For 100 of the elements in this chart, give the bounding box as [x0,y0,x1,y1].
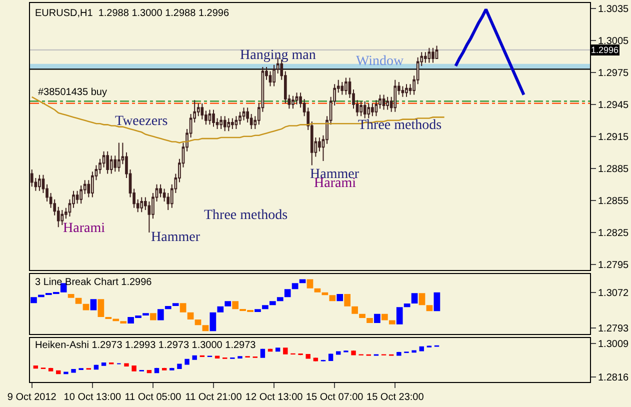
line-series [454,8,526,96]
candlestick [344,77,348,96]
candlestick [177,363,182,370]
bar [388,320,396,324]
candlestick [227,118,230,132]
candlestick [363,100,366,119]
candlestick [192,354,197,360]
annotation: Hanging man [240,48,316,63]
y-tick-label: 1.2855 [598,196,630,207]
bar [75,298,82,304]
chart-title: Heiken-Ashi 1.2973 1.2993 1.2973 1.3000 1.2973 [35,340,256,351]
candlestick [275,347,280,352]
bar [172,303,179,306]
bar [202,325,209,332]
candlestick [101,362,106,366]
y-tick-label: 1.2793 [598,323,630,334]
candlestick [382,94,386,110]
candlestick [132,364,136,372]
candlestick [292,95,294,110]
bar [269,301,276,306]
bar [210,312,216,332]
candlestick [351,350,356,356]
annotation: Tweezers [115,114,168,129]
x-tick-label: 10 Oct 13:00 [64,392,122,403]
bar [180,303,186,312]
x-tick-label: 15 Oct 07:00 [306,392,364,403]
y-tick-label: 1.2915 [598,132,630,143]
annotation: Three methods [358,118,442,133]
candlestick [231,118,234,130]
bar [68,294,74,298]
bar [366,318,373,324]
y-tick-label: 1.3005 [598,36,630,47]
bar [352,306,358,314]
candlestick [426,345,432,348]
candlestick [238,111,242,126]
bar [374,314,380,324]
bar [299,279,306,284]
x-tick-label: 15 Oct 23:00 [366,392,424,403]
bar [426,305,433,312]
bar [404,304,410,308]
bar [336,294,344,302]
bar [194,319,202,326]
candlestick [212,109,215,128]
chart-title: 3 Line Break Chart 1.2996 [35,277,152,288]
y-tick-label: 1.2975 [598,68,630,79]
candlestick [401,86,404,98]
annotation: Window [356,54,405,69]
candlestick [328,353,334,362]
y-tick-label: 1.3009 [598,339,630,350]
candlestick [371,102,374,117]
candlestick [238,356,242,360]
candlestick [313,357,318,362]
bar [396,307,403,324]
candlestick [230,356,235,360]
candlestick [340,81,344,96]
bar [164,306,172,310]
candlestick [223,116,226,132]
bar [284,289,291,298]
candlestick [428,47,431,64]
candlestick [220,116,223,130]
bar [217,306,224,312]
candlestick [295,92,298,105]
bar [30,297,37,304]
candlestick [109,362,114,365]
candlestick [78,368,84,371]
bar [262,305,268,310]
candlestick [71,368,76,374]
candlestick [159,184,162,198]
candlestick [405,84,408,98]
x-tick-label: 12 Oct 13:00 [245,392,304,403]
candlestick [432,47,434,64]
y-tick-label: 1.2945 [598,100,630,111]
candlestick [124,362,129,368]
candlestick [394,79,397,112]
candlestick [386,96,389,110]
candlestick [412,350,416,354]
annotation: Harami [63,221,106,236]
candlestick [208,109,212,126]
bar [276,297,284,302]
text: EURUSD,H1 1.2988 1.3000 1.2988 1.2996 [35,8,230,19]
bar [306,279,314,288]
ref-line-label: 1.2996 [591,45,619,55]
bar [314,288,321,292]
x-tick-label: 11 Oct 05:00 [124,392,182,403]
bar [292,283,298,290]
bar [418,293,426,306]
bar [232,301,239,310]
bar [344,294,351,306]
y-tick-label: 1.3035 [598,4,630,15]
bar [90,299,97,310]
annotation: Three methods [204,208,288,223]
candlestick [38,174,41,192]
bar [381,314,388,320]
y-tick-label: 1.2795 [598,260,630,271]
line-series [31,96,445,144]
candlestick [48,367,54,372]
bar [157,309,164,320]
x-tick-label: 9 Oct 2012 [7,392,57,403]
candlestick [396,351,402,356]
y-tick-label: 1.2885 [598,164,630,175]
